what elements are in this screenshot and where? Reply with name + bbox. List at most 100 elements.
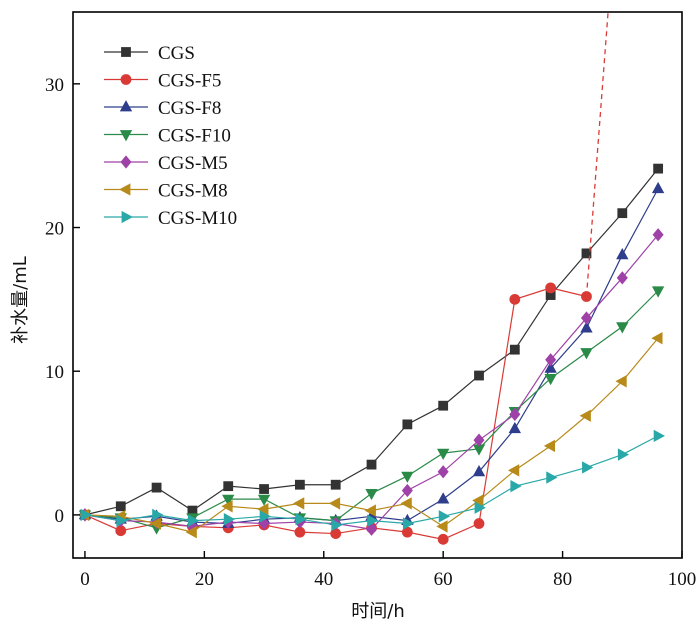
legend-marker	[119, 183, 131, 196]
data-point	[116, 514, 128, 527]
data-point	[293, 497, 305, 510]
legend-marker	[119, 100, 133, 112]
data-point	[257, 502, 269, 516]
series-layer	[78, 12, 665, 545]
data-point	[366, 522, 378, 536]
data-point	[544, 361, 557, 373]
data-point	[436, 520, 448, 533]
data-point	[401, 471, 414, 483]
y-tick-label: 20	[45, 219, 64, 240]
data-point	[615, 375, 627, 388]
data-point	[545, 353, 557, 367]
legend-label: CGS-M10	[158, 208, 237, 229]
data-point	[400, 497, 412, 510]
data-point	[653, 163, 664, 174]
data-point	[509, 407, 521, 421]
data-point	[580, 311, 592, 325]
data-point	[223, 513, 236, 526]
data-point	[328, 497, 341, 510]
data-point	[401, 483, 413, 498]
data-point	[580, 321, 593, 333]
data-point	[510, 479, 522, 493]
data-point	[331, 518, 343, 532]
data-point	[294, 479, 305, 490]
data-point	[545, 282, 557, 294]
legend-item: CGS-F10	[104, 126, 231, 147]
legend-label: CGS-M5	[158, 153, 228, 174]
data-point	[651, 331, 663, 345]
legend-marker	[120, 74, 132, 85]
y-tick-label: 30	[45, 75, 64, 96]
data-point	[295, 513, 307, 526]
data-point	[472, 494, 484, 507]
data-point	[438, 510, 451, 523]
series-line	[84, 188, 659, 525]
data-point	[544, 373, 557, 386]
data-point	[652, 228, 664, 242]
data-point	[221, 500, 233, 513]
legend-item: CGS	[104, 43, 195, 64]
legend-marker	[121, 210, 133, 224]
series-line	[84, 234, 659, 530]
y-tick-label: 10	[45, 362, 64, 383]
x-tick-label: 40	[314, 569, 333, 590]
legend-item: CGS-F8	[104, 98, 221, 119]
data-point	[259, 510, 271, 523]
data-point	[616, 247, 629, 260]
x-tick-label: 80	[553, 569, 572, 590]
data-point	[188, 514, 200, 527]
data-point	[402, 517, 415, 530]
legend-item: CGS-M5	[104, 153, 228, 174]
data-point	[257, 494, 271, 506]
data-point	[80, 508, 92, 522]
data-point	[367, 514, 379, 527]
x-axis-title: 时间/h	[351, 601, 404, 622]
data-point	[402, 419, 413, 430]
data-point	[259, 484, 269, 494]
data-point	[653, 429, 665, 443]
data-point	[364, 504, 376, 517]
data-point	[509, 344, 520, 355]
data-point	[115, 501, 126, 512]
legend-item: CGS-F5	[104, 71, 221, 92]
series-extension-line	[585, 12, 609, 297]
data-point	[543, 439, 556, 453]
legend-label: CGS-F8	[158, 98, 221, 119]
data-point	[185, 525, 197, 539]
legend-marker	[121, 47, 131, 57]
series-CGS	[80, 163, 664, 520]
data-point	[437, 533, 449, 545]
data-point	[651, 181, 665, 194]
data-point	[149, 517, 161, 530]
data-point	[472, 464, 486, 477]
data-point	[580, 348, 593, 360]
data-point	[151, 482, 162, 493]
x-tick-label: 60	[434, 569, 453, 590]
x-tick-label: 20	[195, 569, 214, 590]
data-point	[616, 271, 628, 285]
data-point	[507, 464, 520, 477]
y-tick-label: 0	[55, 506, 65, 527]
y-axis-title: 补水量/mL	[10, 256, 31, 344]
data-point	[616, 322, 629, 334]
series-CGS-F8	[78, 181, 665, 528]
data-point	[222, 494, 235, 506]
x-tick-label: 0	[80, 569, 90, 590]
legend-marker	[120, 155, 132, 169]
legend-label: CGS-M8	[158, 181, 228, 202]
data-point	[617, 208, 628, 219]
data-point	[582, 461, 594, 474]
series-CGS-M10	[80, 429, 665, 532]
data-point	[579, 409, 591, 422]
data-point	[438, 400, 449, 411]
data-point	[581, 248, 592, 259]
x-tick-label: 100	[668, 569, 697, 590]
legend-item: CGS-M8	[104, 181, 228, 202]
data-point	[581, 291, 592, 302]
data-point	[474, 501, 486, 514]
data-point	[474, 370, 484, 381]
data-point	[365, 488, 378, 501]
data-point	[473, 518, 485, 529]
data-point	[651, 286, 665, 298]
